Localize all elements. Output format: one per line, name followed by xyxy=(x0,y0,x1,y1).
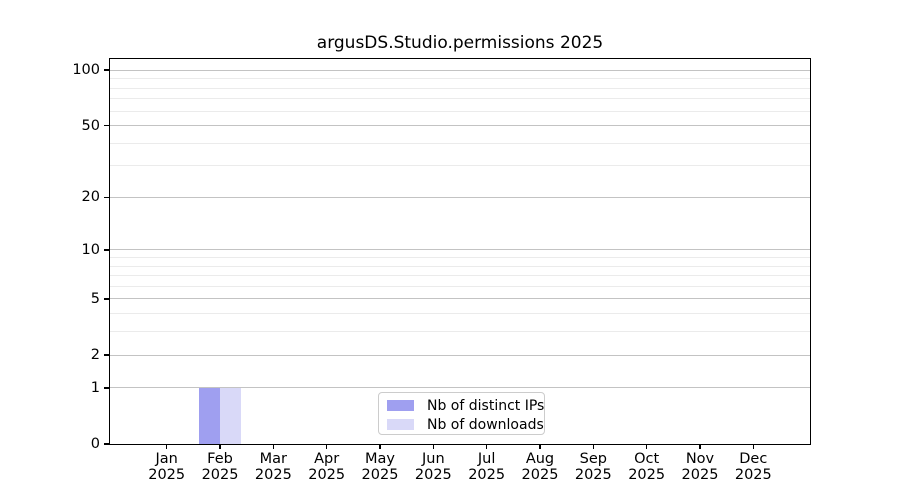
gridline-minor xyxy=(110,286,810,287)
gridline-minor xyxy=(110,111,810,112)
gridline-minor xyxy=(110,275,810,276)
figure: argusDS.Studio.permissions 2025 0 1 2 5 10 20… xyxy=(0,0,900,500)
y-tick-mark xyxy=(104,249,109,251)
x-tick-mark xyxy=(433,444,435,449)
x-tick-mark xyxy=(753,444,755,449)
x-tick-mark xyxy=(166,444,168,449)
chart-title: argusDS.Studio.permissions 2025 xyxy=(110,33,810,53)
x-tick-mark xyxy=(326,444,328,449)
bar-distinct-ips xyxy=(199,388,220,444)
x-tick-mark xyxy=(646,444,648,449)
y-tick-mark xyxy=(104,354,109,356)
gridline-minor xyxy=(110,165,810,166)
y-tick-label: 1 xyxy=(40,380,100,396)
y-tick-mark xyxy=(104,125,109,127)
y-tick-label: 50 xyxy=(40,118,100,134)
y-tick-mark xyxy=(104,387,109,389)
y-tick-mark xyxy=(104,298,109,300)
x-tick-label: Dec 2025 xyxy=(718,452,788,483)
y-tick-label: 2 xyxy=(40,347,100,363)
gridline-minor xyxy=(110,257,810,258)
gridline-minor xyxy=(110,88,810,89)
legend: Nb of distinct IPs Nb of downloads xyxy=(378,392,545,435)
legend-label-downloads: Nb of downloads xyxy=(427,417,544,433)
gridline-major xyxy=(110,70,810,71)
legend-label-distinct-ips: Nb of distinct IPs xyxy=(427,398,544,414)
legend-swatch-downloads xyxy=(387,419,414,430)
x-tick-mark xyxy=(273,444,275,449)
y-tick-mark xyxy=(104,69,109,71)
x-tick-mark xyxy=(593,444,595,449)
gridline-minor xyxy=(110,143,810,144)
y-tick-label: 5 xyxy=(40,291,100,307)
x-tick-mark xyxy=(219,444,221,449)
y-tick-mark xyxy=(104,197,109,199)
x-tick-mark xyxy=(539,444,541,449)
gridline-minor xyxy=(110,331,810,332)
legend-swatch-distinct-ips xyxy=(387,400,414,411)
gridline-major xyxy=(110,355,810,356)
y-tick-label: 10 xyxy=(40,242,100,258)
legend-item-downloads: Nb of downloads xyxy=(387,416,544,433)
y-tick-label: 20 xyxy=(40,189,100,205)
x-tick-mark xyxy=(486,444,488,449)
gridline-major xyxy=(110,249,810,250)
x-tick-mark xyxy=(379,444,381,449)
gridline-minor xyxy=(110,313,810,314)
y-tick-label: 0 xyxy=(40,436,100,452)
gridline-major xyxy=(110,197,810,198)
x-tick-mark xyxy=(699,444,701,449)
y-tick-mark xyxy=(104,443,109,445)
y-tick-label: 100 xyxy=(40,62,100,78)
gridline-major xyxy=(110,298,810,299)
bar-downloads xyxy=(220,388,241,444)
gridline-major xyxy=(110,125,810,126)
legend-item-distinct-ips: Nb of distinct IPs xyxy=(387,397,544,414)
gridline-minor xyxy=(110,78,810,79)
gridline-minor xyxy=(110,98,810,99)
gridline-minor xyxy=(110,266,810,267)
